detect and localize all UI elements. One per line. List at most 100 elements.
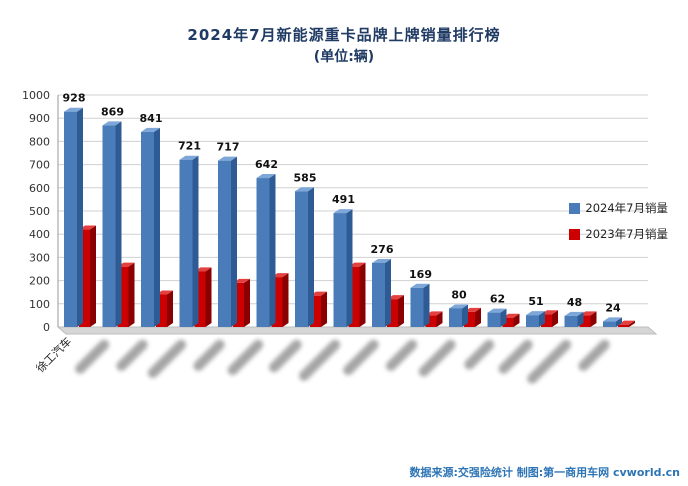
bar-2024-top (526, 311, 545, 316)
bar-2023-top (618, 320, 635, 325)
bar-2024-top (179, 155, 199, 160)
bar-2023-front (194, 271, 206, 327)
value-label: 491 (332, 193, 355, 206)
value-label: 721 (178, 140, 201, 153)
bar-2023-side (128, 262, 135, 327)
bar-2023-front (117, 266, 129, 327)
blur-blob (147, 339, 187, 378)
bar-2024-top (372, 258, 391, 263)
bar-2023-front (79, 229, 90, 327)
bar-2024-front (179, 159, 193, 327)
source-credit: 数据来源:交强险统计 制图:第一商用车网 cvworld.cn (409, 466, 680, 479)
bar-2023-front (464, 311, 475, 327)
value-label: 717 (217, 141, 240, 154)
blur-blob (498, 339, 533, 374)
blur-blob (385, 339, 418, 371)
x-category-label-blurred (227, 339, 264, 376)
bar-2024-side (462, 304, 468, 327)
bar-2024-top (102, 121, 122, 126)
bar-2023-side (629, 320, 635, 327)
bar-2024-side (577, 311, 584, 327)
bar-2024-side (423, 283, 430, 327)
bar-2024-side (269, 174, 276, 327)
bar-2023-front (579, 315, 591, 327)
bar-2023-top (310, 291, 327, 296)
bar-2024-side (115, 121, 122, 327)
bar-2023-top (502, 313, 520, 318)
legend-item-2023: 2023年7月销量 (569, 226, 668, 242)
value-label: 51 (528, 295, 543, 308)
bar-2023-top (79, 225, 96, 230)
value-label: 928 (63, 92, 86, 105)
bar-2024-front (526, 315, 539, 327)
bar-2024-front (410, 287, 424, 327)
y-tick-label: 100 (29, 298, 50, 311)
bar-2023-front (502, 317, 514, 327)
blur-blob (527, 339, 572, 384)
chart-subtitle: (单位:辆) (313, 49, 375, 65)
bar-2023-side (513, 313, 520, 327)
legend-swatch-2024-icon (569, 202, 581, 214)
y-tick-label: 700 (29, 159, 50, 172)
bar-2024-side (192, 155, 199, 327)
bar-2024-front (449, 308, 462, 327)
x-category-label-blurred (498, 339, 533, 374)
bar-2023-side (205, 267, 212, 327)
blur-blob (75, 339, 110, 374)
value-label: 585 (294, 171, 317, 184)
bar-2024-side (308, 187, 314, 327)
bar-2023-side (475, 307, 481, 327)
bar-2023-side (167, 290, 173, 327)
bar-2024-side (77, 107, 83, 327)
legend: 2024年7月销量 2023年7月销量 (569, 200, 668, 252)
x-category-label-blurred (418, 339, 456, 377)
bar-2023-side (90, 225, 96, 327)
value-label: 62 (490, 293, 505, 306)
bar-2023-top (233, 278, 250, 283)
y-tick-label: 300 (29, 251, 50, 264)
bar-2023-top (464, 307, 481, 312)
bar-2023-front (387, 299, 398, 327)
bar-2024-front (487, 312, 501, 327)
bar-2024-side (346, 209, 353, 327)
value-label: 80 (451, 288, 467, 301)
x-category-label-blurred (527, 339, 572, 384)
y-tick-label: 800 (29, 135, 50, 148)
bar-2024-top (487, 308, 507, 313)
x-category-label-blurred (147, 339, 187, 378)
bar-2024-front (372, 262, 385, 327)
y-tick-label: 600 (29, 182, 50, 195)
value-label: 24 (605, 301, 621, 314)
bar-2024-front (256, 178, 270, 327)
y-tick-label: 1000 (22, 89, 50, 102)
bar-2024-front (564, 315, 578, 327)
bar-2024-top (603, 317, 622, 322)
bar-2024-front (295, 191, 308, 327)
bar-2023-top (425, 311, 443, 316)
x-category-label-blurred (116, 339, 148, 371)
value-label: 869 (101, 105, 124, 118)
bar-2023-side (590, 311, 597, 327)
value-label: 276 (371, 243, 394, 256)
y-tick-label: 200 (29, 275, 50, 288)
x-category-label-blurred (464, 339, 495, 370)
bar-2024-front (102, 125, 116, 327)
value-label: 48 (567, 296, 582, 309)
bar-2024-side (231, 156, 237, 327)
bar-2024-top (449, 304, 468, 309)
bar-2024-front (141, 131, 154, 327)
value-label: 841 (140, 112, 163, 125)
blur-blob (418, 339, 456, 377)
x-category-label-blurred (269, 339, 302, 373)
bar-2023-top (271, 273, 289, 278)
value-label: 642 (255, 158, 278, 171)
bar-2024-top (410, 283, 430, 288)
blur-blob (299, 339, 341, 381)
x-category-label-blurred (578, 339, 610, 371)
bar-2023-side (244, 278, 250, 327)
bar-2024-side (616, 317, 622, 327)
x-category-label-blurred (299, 339, 341, 381)
bar-2024-top (256, 174, 276, 179)
